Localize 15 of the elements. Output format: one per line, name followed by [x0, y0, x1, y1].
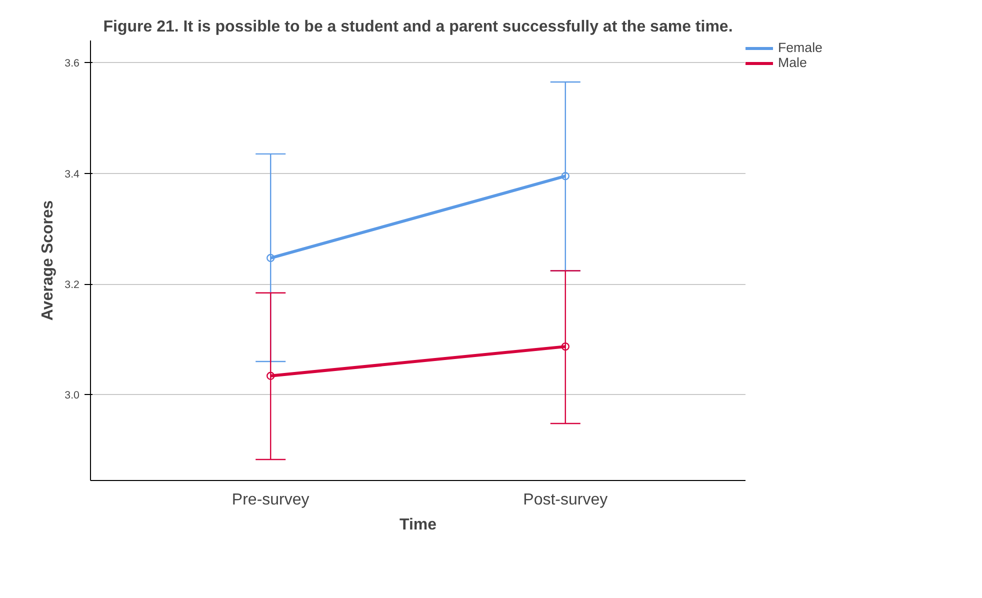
- x-tick-label: Post-survey: [523, 492, 608, 508]
- y-tick-label: 3.2: [64, 279, 80, 292]
- point: [266, 254, 275, 262]
- y-axis-title: Average Scores: [40, 200, 57, 321]
- y-tick-label: 3.0: [64, 390, 80, 402]
- legend-label: Female: [778, 40, 822, 55]
- point: [561, 342, 570, 351]
- x-axis-title: Time: [399, 516, 437, 534]
- y-tick-label: 3.4: [64, 168, 80, 180]
- point: [561, 172, 570, 180]
- y-tick-label: 3.6: [64, 58, 80, 70]
- chart-title: Figure 21. It is possible to be a student and a parent successfully at the same time.: [103, 18, 733, 36]
- legend-label: Male: [778, 55, 807, 70]
- x-tick-label: Pre-survey: [232, 492, 310, 508]
- point: [266, 372, 275, 380]
